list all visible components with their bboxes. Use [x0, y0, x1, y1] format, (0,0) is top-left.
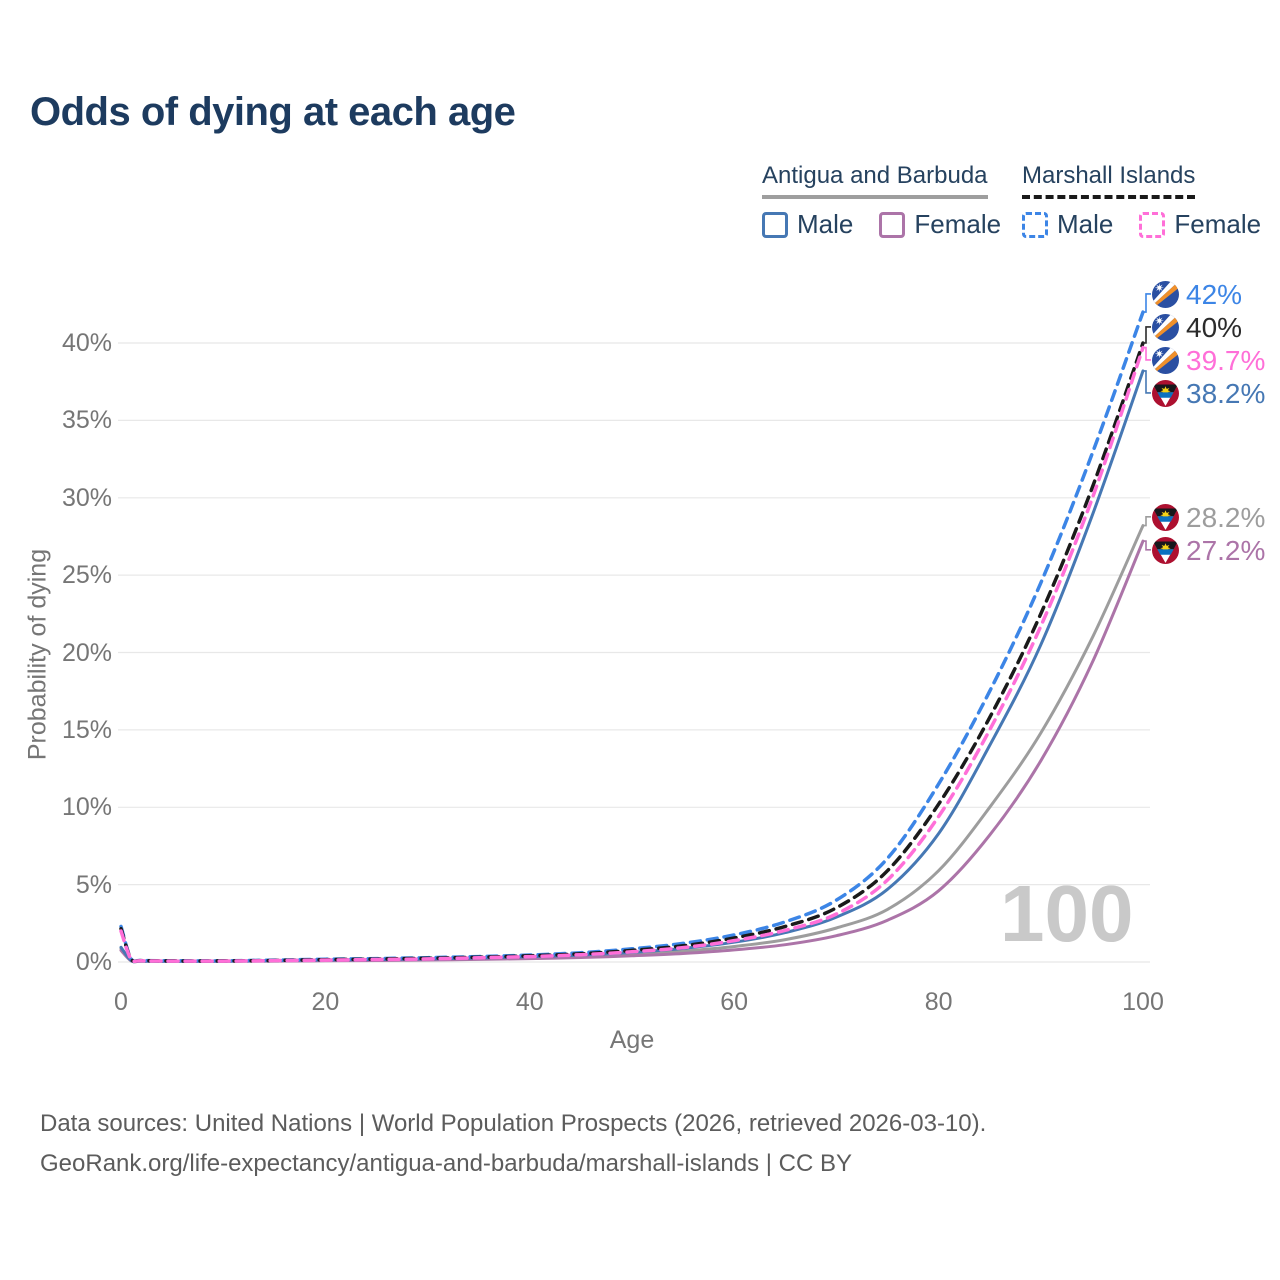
- x-tick-label: 0: [114, 988, 128, 1016]
- antigua-and-barbuda-flag-icon: [1152, 380, 1179, 408]
- y-tick-label: 30%: [61, 483, 112, 512]
- antigua-and-barbuda-flag-icon: [1152, 504, 1179, 532]
- series-line-mi_female[interactable]: [119, 345, 1145, 964]
- end-label-value: 42%: [1186, 278, 1243, 310]
- y-tick-label: 5%: [75, 870, 112, 899]
- y-tick-label: 15%: [61, 715, 112, 744]
- leader-line: [1143, 326, 1151, 344]
- end-label-value: 40%: [1186, 311, 1243, 343]
- end-label-value: 38.2%: [1186, 377, 1266, 409]
- leader-line: [1143, 370, 1151, 394]
- series-end-label: 40%: [1152, 312, 1242, 344]
- legend-group-antigua-and-barbuda: Antigua and Barbuda Male Female: [762, 162, 1001, 240]
- end-label-value: 39.7%: [1186, 344, 1266, 376]
- x-tick-label: 20: [311, 988, 340, 1016]
- legend-swatch-icon: [879, 211, 906, 238]
- series-end-label: 42%: [1152, 279, 1242, 311]
- x-tick-label: 100: [1122, 988, 1164, 1016]
- legend-swatch-icon: [1139, 211, 1166, 238]
- end-label-value: 28.2%: [1186, 501, 1266, 533]
- series-end-label: 27.2%: [1152, 535, 1265, 567]
- footer-attribution: GeoRank.org/life-expectancy/antigua-and-…: [40, 1150, 852, 1177]
- marshall-islands-flag-icon: [1152, 347, 1179, 375]
- legend-item-mi-female[interactable]: Female: [1139, 209, 1261, 240]
- leader-line: [1143, 540, 1151, 551]
- leader-line: [1143, 346, 1151, 361]
- y-tick-label: 10%: [61, 793, 112, 822]
- y-tick-label: 0%: [75, 948, 112, 976]
- y-tick-label: 20%: [61, 638, 112, 667]
- y-tick-label: 35%: [61, 406, 112, 435]
- series-line-ab_male[interactable]: [119, 369, 1145, 964]
- leader-line: [1143, 516, 1151, 527]
- marshall-islands-flag-icon: [1152, 281, 1179, 309]
- series-line-mi_male[interactable]: [119, 310, 1145, 963]
- x-tick-label: 60: [720, 988, 749, 1016]
- legend-item-ab-male[interactable]: Male: [762, 209, 853, 240]
- legend-item-mi-male[interactable]: Male: [1022, 209, 1113, 240]
- legend-item-ab-female[interactable]: Female: [879, 209, 1001, 240]
- legend-group-marshall-islands: Marshall Islands Male Female: [1022, 162, 1261, 240]
- legend-swatch-icon: [762, 211, 788, 238]
- x-axis-title: Age: [609, 1026, 655, 1054]
- legend-item-label: Male: [797, 209, 854, 239]
- x-tick-label: 80: [924, 988, 953, 1016]
- chart-title: Odds of dying at each age: [30, 90, 516, 134]
- y-tick-label: 25%: [61, 561, 112, 590]
- y-tick-label: 40%: [61, 329, 112, 357]
- end-label-value: 27.2%: [1186, 534, 1266, 566]
- marshall-islands-flag-icon: [1152, 314, 1179, 342]
- legend-country-ab[interactable]: Antigua and Barbuda: [762, 162, 988, 199]
- legend-item-label: Male: [1057, 209, 1114, 239]
- series-line-ab_female[interactable]: [119, 539, 1145, 964]
- age-watermark: 100: [1000, 869, 1134, 958]
- leader-line: [1143, 293, 1151, 313]
- series-end-label: 38.2%: [1152, 378, 1265, 410]
- footer-data-sources: Data sources: United Nations | World Pop…: [40, 1110, 987, 1137]
- legend-item-label: Female: [914, 209, 1002, 239]
- legend-country-mi[interactable]: Marshall Islands: [1022, 162, 1196, 199]
- antigua-and-barbuda-flag-icon: [1152, 537, 1179, 565]
- legend-swatch-icon: [1022, 211, 1048, 238]
- legend-item-label: Female: [1174, 209, 1262, 239]
- series-end-label: 28.2%: [1152, 502, 1265, 534]
- series-end-label: 39.7%: [1152, 345, 1265, 377]
- x-tick-label: 40: [515, 988, 544, 1016]
